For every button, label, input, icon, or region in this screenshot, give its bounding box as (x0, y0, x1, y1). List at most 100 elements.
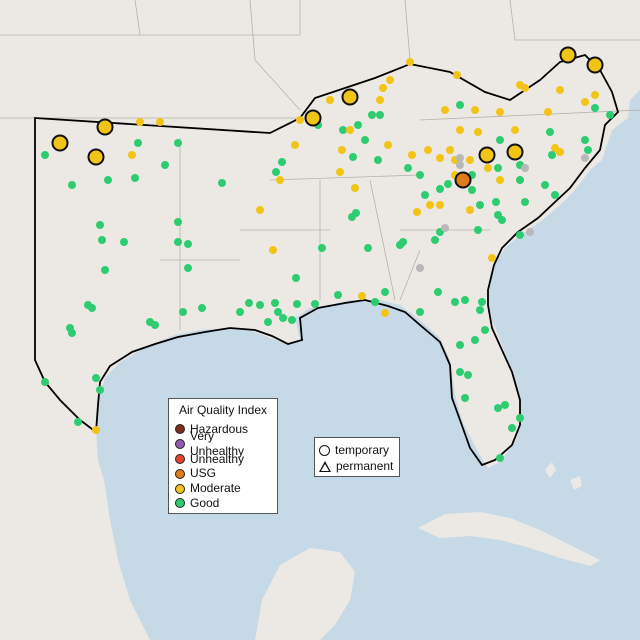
site-marker-good[interactable] (334, 291, 342, 299)
site-marker-moderate[interactable] (136, 118, 144, 126)
site-marker-good[interactable] (174, 139, 182, 147)
site-marker-good[interactable] (120, 238, 128, 246)
site-marker-moderate[interactable] (381, 309, 389, 317)
site-marker-good[interactable] (551, 191, 559, 199)
site-marker-moderate[interactable] (441, 106, 449, 114)
site-marker-moderate[interactable] (276, 176, 284, 184)
site-marker-good[interactable] (245, 299, 253, 307)
site-marker-good[interactable] (516, 414, 524, 422)
site-marker-moderate[interactable] (406, 58, 414, 66)
site-marker-good[interactable] (218, 179, 226, 187)
site-marker-good[interactable] (381, 288, 389, 296)
site-marker-good[interactable] (131, 174, 139, 182)
site-marker-good[interactable] (364, 244, 372, 252)
site-marker-good[interactable] (174, 238, 182, 246)
site-marker-good[interactable] (68, 181, 76, 189)
site-marker-moderate[interactable] (376, 96, 384, 104)
site-marker-good[interactable] (501, 401, 509, 409)
site-marker-good[interactable] (41, 151, 49, 159)
site-marker-no-data[interactable] (521, 164, 529, 172)
site-marker-moderate[interactable] (484, 164, 492, 172)
site-marker-good[interactable] (184, 240, 192, 248)
site-marker-good[interactable] (278, 158, 286, 166)
site-marker-moderate[interactable] (156, 118, 164, 126)
site-marker-moderate[interactable] (269, 246, 277, 254)
site-marker-moderate[interactable] (466, 206, 474, 214)
site-marker-moderate[interactable] (511, 126, 519, 134)
site-marker-good[interactable] (416, 171, 424, 179)
site-marker-moderate[interactable] (453, 71, 461, 79)
site-marker-moderate[interactable] (474, 128, 482, 136)
site-marker-moderate[interactable] (92, 426, 100, 434)
site-marker-moderate[interactable] (544, 108, 552, 116)
site-marker-good[interactable] (274, 308, 282, 316)
site-marker-good[interactable] (348, 213, 356, 221)
site-marker-moderate[interactable] (426, 201, 434, 209)
site-marker-moderate[interactable] (556, 86, 564, 94)
site-marker-good[interactable] (464, 371, 472, 379)
site-marker-good[interactable] (516, 231, 524, 239)
site-marker-moderate[interactable] (358, 292, 366, 300)
site-marker-good[interactable] (311, 300, 319, 308)
site-marker-good[interactable] (478, 298, 486, 306)
site-marker-moderate[interactable] (456, 126, 464, 134)
site-marker-good[interactable] (494, 404, 502, 412)
site-marker-no-data[interactable] (456, 154, 464, 162)
site-marker-good[interactable] (498, 216, 506, 224)
site-marker-good[interactable] (101, 266, 109, 274)
site-marker-good[interactable] (521, 198, 529, 206)
site-marker-good[interactable] (496, 454, 504, 462)
site-marker-moderate[interactable] (424, 146, 432, 154)
site-marker-moderate[interactable] (351, 184, 359, 192)
site-marker-good[interactable] (279, 314, 287, 322)
site-marker-moderate[interactable] (466, 156, 474, 164)
site-marker-good[interactable] (476, 201, 484, 209)
site-marker-good[interactable] (349, 153, 357, 161)
site-marker-good[interactable] (584, 146, 592, 154)
site-marker-moderate[interactable] (338, 146, 346, 154)
site-marker-moderate[interactable] (291, 141, 299, 149)
site-marker-moderate[interactable] (521, 84, 529, 92)
site-marker-good[interactable] (361, 136, 369, 144)
site-marker-good[interactable] (179, 308, 187, 316)
site-marker-moderate[interactable] (496, 108, 504, 116)
site-marker-good[interactable] (494, 164, 502, 172)
site-marker-good[interactable] (374, 156, 382, 164)
site-marker-good[interactable] (264, 318, 272, 326)
site-marker-good[interactable] (436, 185, 444, 193)
site-marker-good[interactable] (354, 121, 362, 129)
site-marker-moderate[interactable] (496, 176, 504, 184)
site-marker-good[interactable] (68, 329, 76, 337)
site-marker-moderate[interactable] (556, 148, 564, 156)
site-marker-good[interactable] (96, 221, 104, 229)
temporary-site-marker-usg[interactable] (454, 171, 472, 189)
site-marker-good[interactable] (376, 111, 384, 119)
site-marker-good[interactable] (456, 368, 464, 376)
site-marker-good[interactable] (481, 326, 489, 334)
site-marker-good[interactable] (98, 236, 106, 244)
site-marker-moderate[interactable] (384, 141, 392, 149)
site-marker-moderate[interactable] (591, 91, 599, 99)
site-marker-good[interactable] (581, 136, 589, 144)
site-marker-good[interactable] (421, 191, 429, 199)
temporary-site-marker-moderate[interactable] (96, 118, 114, 136)
site-marker-good[interactable] (516, 176, 524, 184)
site-marker-good[interactable] (371, 298, 379, 306)
site-marker-moderate[interactable] (408, 151, 416, 159)
site-marker-good[interactable] (474, 226, 482, 234)
site-marker-moderate[interactable] (446, 146, 454, 154)
temporary-site-marker-moderate[interactable] (506, 143, 524, 161)
site-marker-no-data[interactable] (581, 154, 589, 162)
site-marker-good[interactable] (236, 308, 244, 316)
site-marker-good[interactable] (461, 296, 469, 304)
site-marker-good[interactable] (174, 218, 182, 226)
site-marker-good[interactable] (339, 126, 347, 134)
site-marker-good[interactable] (292, 274, 300, 282)
site-marker-good[interactable] (456, 341, 464, 349)
site-marker-good[interactable] (606, 111, 614, 119)
site-marker-good[interactable] (368, 111, 376, 119)
site-marker-good[interactable] (318, 244, 326, 252)
temporary-site-marker-moderate[interactable] (304, 109, 322, 127)
temporary-site-marker-moderate[interactable] (478, 146, 496, 164)
